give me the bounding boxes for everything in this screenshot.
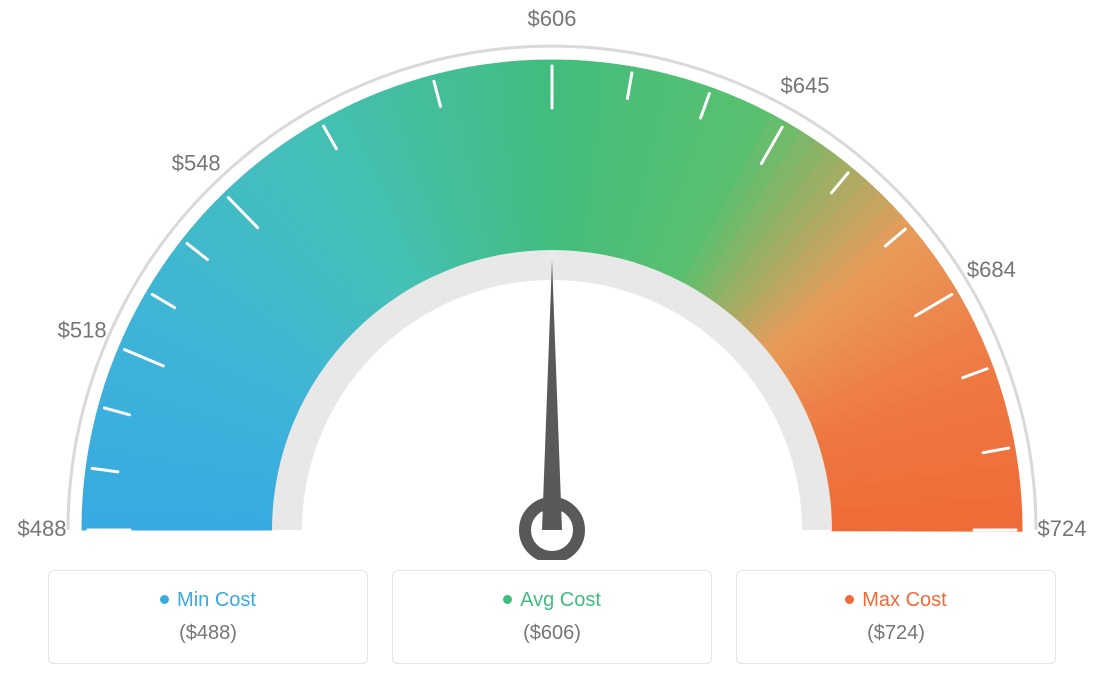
svg-text:$518: $518 [58,318,107,343]
legend-item-avg: Avg Cost ($606) [392,570,712,664]
legend-dot-min [160,595,169,604]
legend: Min Cost ($488) Avg Cost ($606) Max Cost… [0,570,1104,664]
svg-text:$548: $548 [172,150,221,175]
legend-value-avg: ($606) [417,622,687,645]
legend-value-max: ($724) [761,622,1031,645]
legend-item-min: Min Cost ($488) [48,570,368,664]
svg-text:$724: $724 [1038,516,1087,541]
gauge-svg: $488 $518 $548 $606 $645 $684 $724 [0,0,1104,560]
svg-text:$606: $606 [528,6,577,31]
legend-dot-avg [503,595,512,604]
legend-label-min: Min Cost [177,589,256,611]
legend-label-avg: Avg Cost [520,589,601,611]
legend-title-avg: Avg Cost [417,589,687,612]
legend-item-max: Max Cost ($724) [736,570,1056,664]
legend-title-min: Min Cost [73,589,343,612]
legend-label-max: Max Cost [862,589,946,611]
legend-value-min: ($488) [73,622,343,645]
gauge-chart: $488 $518 $548 $606 $645 $684 $724 [0,0,1104,560]
svg-text:$488: $488 [18,516,67,541]
svg-text:$645: $645 [781,73,830,98]
legend-title-max: Max Cost [761,589,1031,612]
legend-dot-max [845,595,854,604]
svg-text:$684: $684 [967,257,1016,282]
